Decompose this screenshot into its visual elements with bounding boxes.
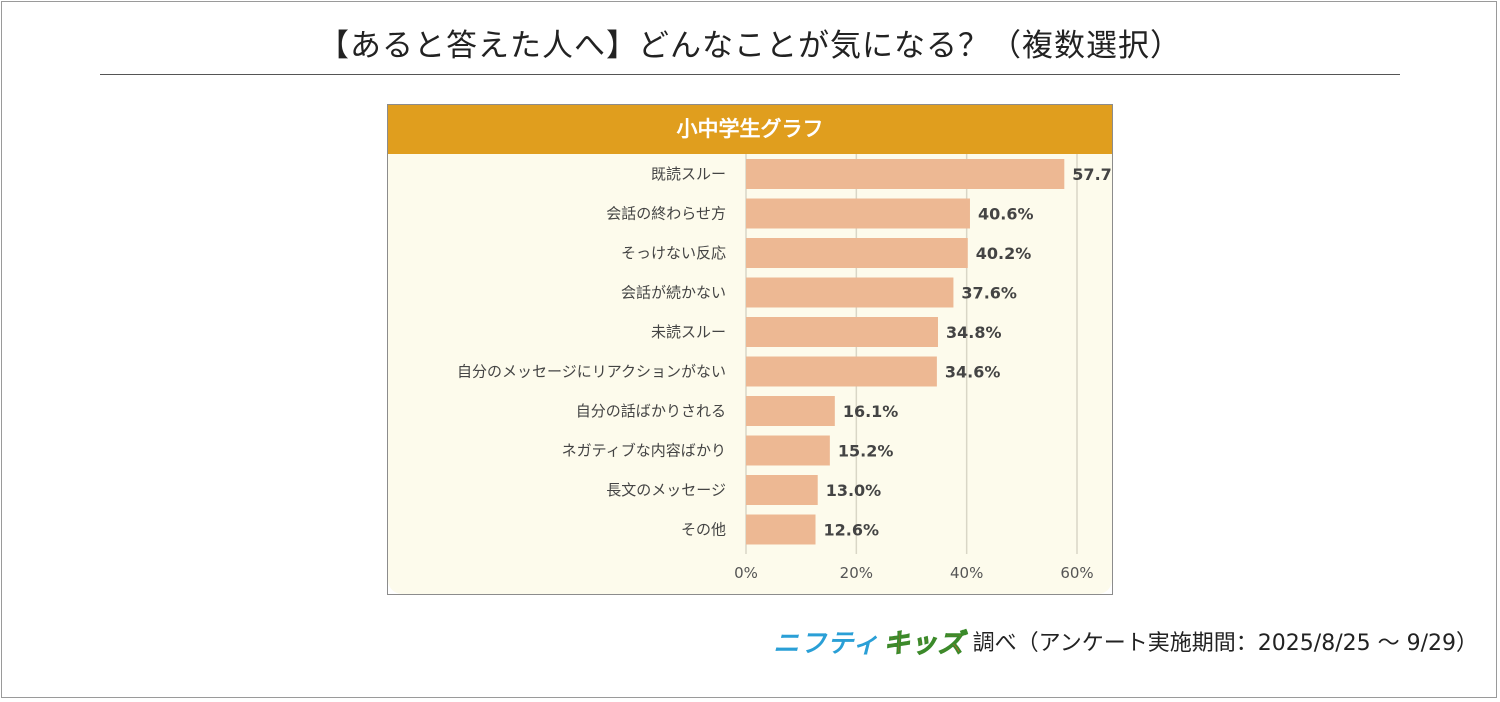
bar-7 — [746, 396, 835, 426]
x-tick-label-0%: 0% — [734, 564, 758, 582]
title-divider — [100, 74, 1400, 75]
bar-5 — [746, 317, 938, 347]
category-label-7: 自分の話ばかりされる — [576, 402, 726, 420]
bar-8 — [746, 435, 830, 466]
category-label-4: 会話が続かない — [621, 284, 726, 302]
x-tick-label-40%: 40% — [950, 564, 983, 582]
category-label-1: 既読スルー — [651, 165, 726, 183]
page-title: 【あると答えた人へ】どんなことが気になる？（複数選択） — [318, 28, 1182, 64]
value-label-2: 40.6% — [978, 205, 1034, 224]
value-label-6: 34.6% — [945, 363, 1001, 382]
category-label-2: 会話の終わらせ方 — [606, 205, 726, 223]
kids-logo-text: キッズ — [883, 627, 965, 658]
value-label-3: 40.2% — [976, 244, 1032, 263]
category-label-5: 未読スルー — [651, 323, 726, 341]
value-label-7: 16.1% — [843, 402, 899, 421]
category-label-10: その他 — [681, 521, 726, 539]
source-text: 調べ（アンケート実施期間：2025/8/25 ～ 9/29） — [972, 631, 1478, 656]
value-label-9: 13.0% — [826, 481, 882, 500]
bar-10 — [746, 514, 816, 545]
bar-3 — [746, 238, 968, 268]
category-label-3: そっけない反応 — [621, 244, 726, 262]
category-label-9: 長文のメッセージ — [606, 481, 726, 499]
x-tick-label-60%: 60% — [1060, 564, 1093, 582]
source-credit: ニフティ キッズ 調べ（アンケート実施期間：2025/8/25 ～ 9/29） — [773, 624, 1478, 658]
bar-2 — [746, 198, 970, 229]
bar-chart: 既読スルー 57.7% 会話の終わらせ方 40.6% そっけない反応 40.2% 会話が続か… — [457, 154, 1112, 582]
bar-4 — [746, 277, 954, 308]
chart-title: 小中学生グラフ — [388, 105, 1112, 154]
chart-plot-area: 既読スルー 57.7% 会話の終わらせ方 40.6% そっけない反応 40.2% 会話が続か… — [388, 154, 1112, 594]
x-tick-label-20%: 20% — [840, 564, 873, 582]
bar-1 — [746, 159, 1065, 189]
value-label-8: 15.2% — [838, 442, 894, 461]
bar-9 — [746, 475, 818, 505]
chart-panel: 小中学生グラフ 既読スルー 57.7% 会話の終わらせ方 40.6% そっけない反応 40… — [387, 104, 1113, 595]
value-label-1: 57.7% — [1072, 165, 1112, 184]
value-label-10: 12.6% — [824, 521, 880, 540]
value-label-4: 37.6% — [961, 284, 1017, 303]
category-label-8: ネガティブな内容ばかり — [562, 442, 726, 460]
category-label-6: 自分のメッセージにリアクションがない — [457, 363, 726, 381]
value-label-5: 34.8% — [946, 323, 1002, 342]
nifty-logo-text: ニフティ — [773, 627, 880, 658]
bar-6 — [746, 356, 937, 387]
